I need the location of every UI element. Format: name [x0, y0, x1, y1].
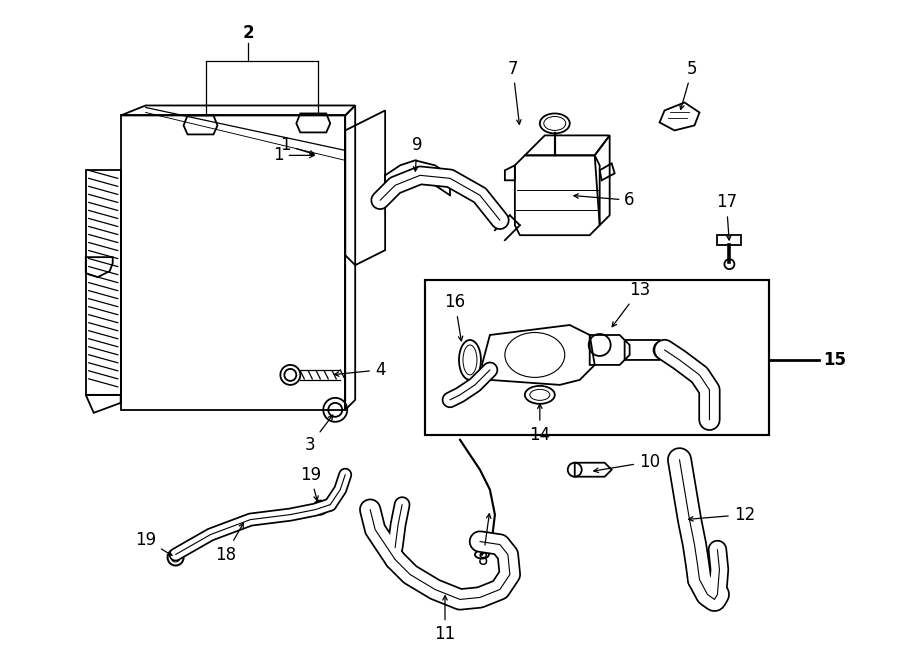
Text: 14: 14 — [529, 404, 551, 444]
Text: 8: 8 — [478, 514, 491, 568]
Text: 12: 12 — [688, 506, 755, 524]
Text: 1: 1 — [273, 146, 314, 165]
Text: 7: 7 — [508, 59, 521, 124]
Text: 15: 15 — [823, 351, 846, 369]
Text: 9: 9 — [412, 136, 422, 171]
Text: 10: 10 — [594, 453, 660, 473]
Text: 4: 4 — [335, 361, 385, 379]
Text: 1: 1 — [280, 136, 314, 155]
Text: 19: 19 — [135, 531, 172, 555]
Text: 17: 17 — [716, 193, 737, 240]
Text: 3: 3 — [305, 415, 333, 453]
Text: 6: 6 — [574, 191, 634, 210]
Text: 18: 18 — [215, 524, 243, 564]
Text: 19: 19 — [300, 466, 321, 500]
Text: 13: 13 — [612, 281, 650, 327]
Bar — [425, 280, 770, 435]
Text: 11: 11 — [435, 596, 455, 643]
Text: 2: 2 — [243, 24, 254, 42]
Text: 5: 5 — [680, 59, 698, 110]
Text: 16: 16 — [445, 293, 465, 341]
